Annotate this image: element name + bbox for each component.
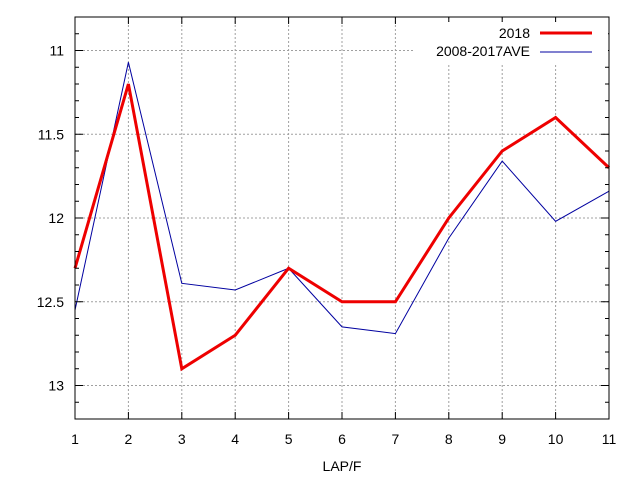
- y-tick-label: 11: [49, 43, 64, 59]
- legend-label-2018: 2018: [499, 25, 530, 41]
- series-line-2018: [73, 83, 611, 372]
- legend-background: [414, 22, 608, 64]
- x-tick-label: 2: [125, 431, 133, 447]
- x-tick-label: 4: [231, 431, 239, 447]
- x-tick-label: 1: [71, 431, 79, 447]
- x-tick-label: 6: [338, 431, 346, 447]
- x-tick-label: 8: [445, 431, 453, 447]
- x-tick-label: 5: [285, 431, 293, 447]
- y-tick-label: 12.5: [37, 294, 64, 310]
- x-tick-label: 3: [178, 431, 186, 447]
- x-tick-label: 11: [602, 431, 617, 447]
- legend-label-2008-2017ave: 2008-2017AVE: [436, 43, 530, 59]
- y-tick-label: 13: [48, 378, 64, 394]
- series-line-2008-2017ave: [74, 62, 610, 335]
- x-tick-label: 7: [392, 431, 400, 447]
- x-tick-label: 10: [548, 431, 564, 447]
- x-tick-label: 9: [498, 431, 506, 447]
- x-axis-label: LAP/F: [323, 458, 362, 474]
- y-tick-label: 11.5: [38, 126, 64, 142]
- legend: 2018 2008-2017AVE: [414, 22, 608, 64]
- series-lines: [73, 62, 611, 372]
- y-tick-label: 12: [48, 210, 64, 226]
